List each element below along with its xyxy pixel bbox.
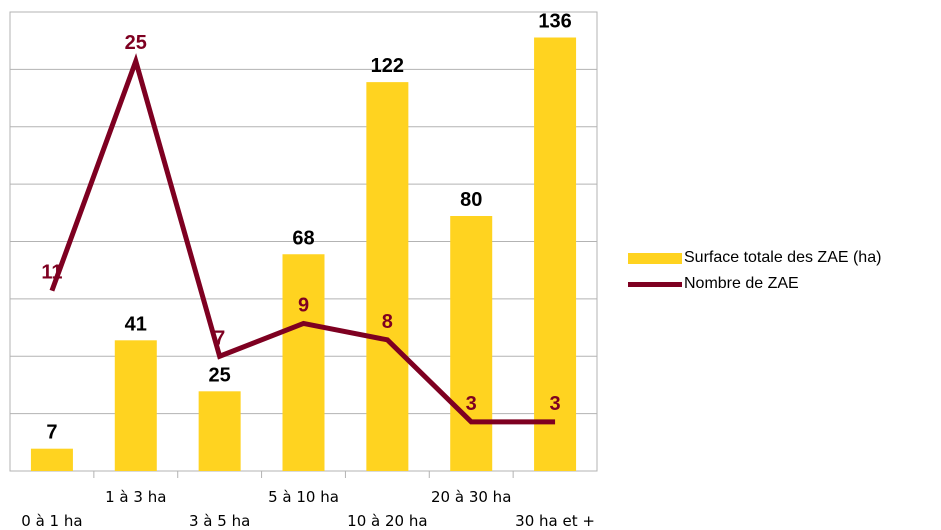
x-tick-label: 10 à 20 ha: [347, 512, 427, 530]
legend-swatch-line: [628, 281, 682, 287]
bar: [366, 82, 409, 471]
line-series: [49, 53, 556, 425]
bar-data-labels: 7 41 25 68 122 80 136: [46, 11, 571, 444]
line-value-label: 25: [125, 32, 147, 54]
bar: [282, 254, 325, 471]
line-value-label: 3: [550, 393, 561, 415]
x-tick-label: 5 à 10 ha: [268, 488, 339, 506]
legend-label-bar: Surface totale des ZAE (ha): [684, 249, 882, 266]
bar-value-label: 122: [371, 55, 404, 77]
bar-value-label: 68: [292, 227, 314, 249]
legend-label-line: Nombre de ZAE: [684, 275, 799, 292]
legend-item-bar: Surface totale des ZAE (ha): [628, 245, 881, 271]
bar-value-label: 41: [125, 313, 147, 335]
bar: [30, 448, 73, 471]
legend-item-line: Nombre de ZAE: [628, 271, 881, 297]
bar: [450, 216, 493, 471]
x-tick-label: 30 ha et +: [515, 512, 595, 530]
legend: Surface totale des ZAE (ha) Nombre de ZA…: [628, 245, 881, 297]
bar-series: [30, 37, 577, 471]
line-value-label: 11: [41, 262, 62, 284]
line-data-labels: 11 25 7 9 8 3 3: [41, 32, 560, 415]
bar-value-label: 25: [209, 364, 231, 386]
line-value-label: 9: [298, 294, 309, 316]
bar-value-label: 7: [46, 422, 57, 444]
x-tick-label: 20 à 30 ha: [431, 488, 511, 506]
x-tick-label: 0 à 1 ha: [21, 512, 82, 530]
bar: [198, 391, 241, 471]
bar: [534, 37, 577, 471]
x-tick-label: 3 à 5 ha: [189, 512, 250, 530]
bar-value-label: 136: [538, 11, 571, 33]
x-tick-label: 1 à 3 ha: [105, 488, 166, 506]
line-value-label: 7: [214, 327, 225, 349]
legend-swatch-bar: [628, 252, 682, 264]
x-axis: 0 à 1 ha 1 à 3 ha 3 à 5 ha 5 à 10 ha 10 à 20…: [21, 471, 595, 530]
bar: [114, 340, 157, 471]
line-value-label: 3: [466, 393, 477, 415]
line-value-label: 8: [382, 311, 393, 333]
bar-value-label: 80: [460, 189, 482, 211]
